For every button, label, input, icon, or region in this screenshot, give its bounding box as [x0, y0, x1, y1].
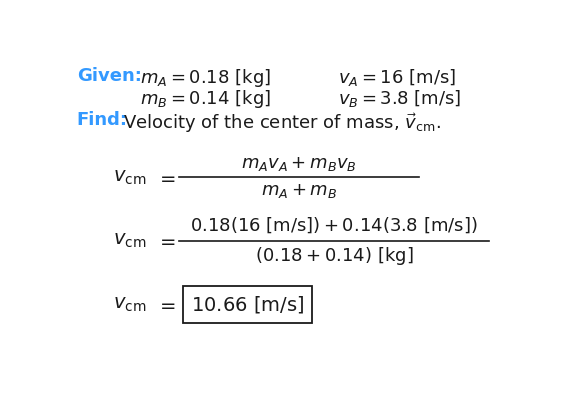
Text: $v_B = 3.8\ \mathrm{[m/s]}$: $v_B = 3.8\ \mathrm{[m/s]}$ [338, 88, 461, 109]
Text: $10.66\ \mathrm{[m/s]}$: $10.66\ \mathrm{[m/s]}$ [191, 294, 304, 315]
Text: $0.18(16\ \mathrm{[m/s]}) + 0.14(3.8\ \mathrm{[m/s]})$: $0.18(16\ \mathrm{[m/s]}) + 0.14(3.8\ \m… [190, 215, 478, 235]
Text: $v_{\mathrm{cm}}$: $v_{\mathrm{cm}}$ [113, 295, 147, 314]
Text: Given:: Given: [77, 67, 142, 85]
Text: $v_{\mathrm{cm}}$: $v_{\mathrm{cm}}$ [113, 231, 147, 250]
Text: Velocity of the center of mass, $\vec{v}_{\mathrm{cm}}$.: Velocity of the center of mass, $\vec{v}… [123, 111, 441, 135]
Text: $v_{\mathrm{cm}}$: $v_{\mathrm{cm}}$ [113, 168, 147, 187]
Text: $m_A = 0.18\ \mathrm{[kg]}$: $m_A = 0.18\ \mathrm{[kg]}$ [140, 67, 271, 89]
Text: $(0.18 + 0.14)\ \mathrm{[kg]}$: $(0.18 + 0.14)\ \mathrm{[kg]}$ [255, 245, 413, 267]
Text: $=$: $=$ [156, 231, 176, 250]
Text: $=$: $=$ [156, 168, 176, 187]
Text: $m_B = 0.14\ \mathrm{[kg]}$: $m_B = 0.14\ \mathrm{[kg]}$ [140, 88, 271, 110]
Text: $m_A + m_B$: $m_A + m_B$ [261, 182, 337, 200]
Text: Find:: Find: [77, 111, 127, 129]
Text: $v_A = 16\ \mathrm{[m/s]}$: $v_A = 16\ \mathrm{[m/s]}$ [338, 67, 456, 88]
Text: $m_Av_A + m_Bv_B$: $m_Av_A + m_Bv_B$ [241, 154, 357, 173]
Text: $=$: $=$ [156, 295, 176, 314]
